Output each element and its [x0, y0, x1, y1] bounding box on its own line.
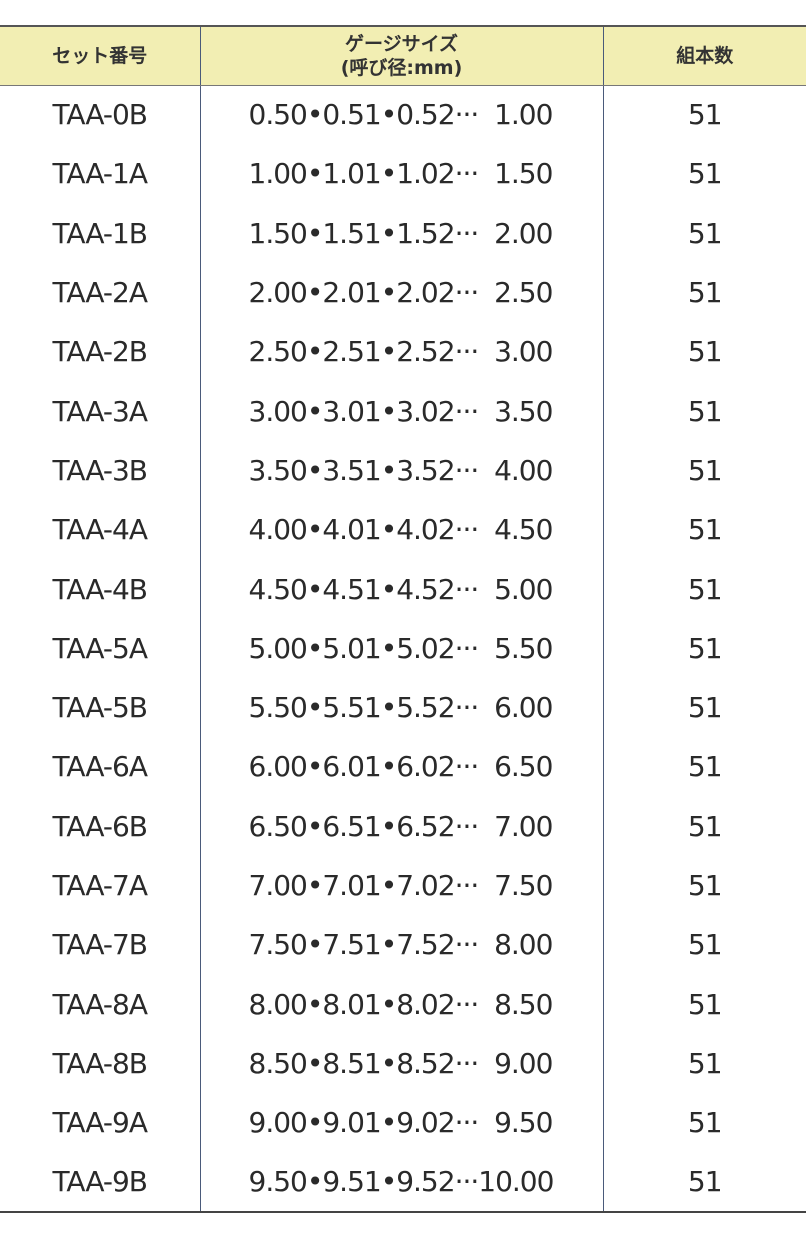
table-row: TAA-3B 3.50•3.51•3.52··· 4.00 51: [0, 440, 806, 501]
gauge-size-cell: 7.50•7.51•7.52··· 8.00: [199, 915, 603, 975]
count-cell: 51: [602, 85, 806, 145]
set-number-cell: TAA-5B: [52, 691, 148, 725]
gauge-size-cell: 3.50•3.51•3.52··· 4.00: [199, 440, 603, 501]
header-set-number: セット番号: [0, 25, 200, 86]
set-number-cell: TAA-7B: [52, 928, 148, 962]
header-gauge-size: ゲージサイズ (呼び径:mm): [199, 25, 603, 86]
count-cell: 51: [602, 677, 806, 738]
count-cell: 51: [602, 440, 806, 501]
set-number-cell: TAA-6A: [52, 750, 148, 784]
table-row: TAA-0B 0.50•0.51•0.52··· 1.00 51: [0, 85, 806, 145]
count-cell: 51: [602, 1093, 806, 1153]
set-number-cell: TAA-3A: [52, 394, 148, 428]
count-cell: 51: [602, 1033, 806, 1094]
table-row: TAA-1B 1.50•1.51•1.52··· 2.00 51: [0, 203, 806, 263]
table-row: TAA-7A 7.00•7.01•7.02··· 7.50 51: [0, 855, 806, 916]
set-number-cell: TAA-3B: [52, 453, 148, 487]
count-cell: 51: [602, 855, 806, 916]
table-row: TAA-3A 3.00•3.01•3.02··· 3.50 51: [0, 381, 806, 441]
gauge-size-cell: 1.50•1.51•1.52··· 2.00: [199, 203, 603, 263]
table-row: TAA-5B 5.50•5.51•5.52··· 6.00 51: [0, 677, 806, 738]
gauge-size-cell: 4.50•4.51•4.52··· 5.00: [199, 559, 603, 619]
gauge-size-cell: 6.50•6.51•6.52··· 7.00: [199, 796, 603, 856]
gauge-size-cell: 1.00•1.01•1.02··· 1.50: [199, 144, 603, 204]
gauge-size-cell: 4.00•4.01•4.02··· 4.50: [199, 500, 603, 560]
table-header-row: セット番号 ゲージサイズ (呼び径:mm) 組本数: [0, 25, 806, 86]
set-number-cell: TAA-1B: [52, 216, 148, 250]
table-row: TAA-9A 9.00•9.01•9.02··· 9.50 51: [0, 1093, 806, 1153]
count-cell: 51: [602, 618, 806, 678]
table-row: TAA-1A 1.00•1.01•1.02··· 1.50 51: [0, 144, 806, 204]
set-number-cell: TAA-1A: [52, 157, 148, 191]
header-gauge-size-line1: ゲージサイズ: [344, 32, 459, 55]
table-row: TAA-7B 7.50•7.51•7.52··· 8.00 51: [0, 915, 806, 975]
table-row: TAA-2B 2.50•2.51•2.52··· 3.00 51: [0, 322, 806, 382]
gauge-size-cell: 8.00•8.01•8.02··· 8.50: [199, 974, 603, 1034]
count-cell: 51: [602, 974, 806, 1034]
count-cell: 51: [602, 262, 806, 323]
table-row: TAA-2A 2.00•2.01•2.02··· 2.50 51: [0, 262, 806, 323]
gauge-size-cell: 2.50•2.51•2.52··· 3.00: [199, 322, 603, 382]
count-cell: 51: [602, 737, 806, 797]
set-number-cell: TAA-9B: [0, 1152, 200, 1213]
set-number-cell: TAA-0B: [52, 98, 148, 132]
header-gauge-size-line2: (呼び径:mm): [340, 56, 463, 79]
set-number-cell: TAA-4A: [52, 513, 148, 547]
gauge-size-cell: 9.50•9.51•9.52···10.00: [199, 1152, 603, 1213]
gauge-size-cell: 2.00•2.01•2.02··· 2.50: [199, 262, 603, 323]
gauge-set-table: セット番号 ゲージサイズ (呼び径:mm) 組本数 TAA-0B 0.50•0.5…: [0, 25, 806, 1213]
table-row: TAA-8B 8.50•8.51•8.52··· 9.00 51: [0, 1033, 806, 1094]
count-cell: 51: [602, 144, 806, 204]
table-row: TAA-6A 6.00•6.01•6.02··· 6.50 51: [0, 737, 806, 797]
table-row: TAA-5A 5.00•5.01•5.02··· 5.50 51: [0, 618, 806, 678]
gauge-size-cell: 9.00•9.01•9.02··· 9.50: [199, 1093, 603, 1153]
count-cell: 51: [602, 203, 806, 263]
table-body: TAA-0B 0.50•0.51•0.52··· 1.00 51 TAA-1A 1.00…: [0, 85, 806, 1213]
table-row: TAA-9B 9.50•9.51•9.52···10.00 51: [0, 1152, 806, 1213]
gauge-size-cell: 5.50•5.51•5.52··· 6.00: [199, 677, 603, 738]
table-row: TAA-4A 4.00•4.01•4.02··· 4.50 51: [0, 500, 806, 560]
gauge-size-cell: 5.00•5.01•5.02··· 5.50: [199, 618, 603, 678]
table-row: TAA-4B 4.50•4.51•4.52··· 5.00 51: [0, 559, 806, 619]
set-number-cell: TAA-2B: [52, 335, 148, 369]
header-count: 組本数: [602, 25, 806, 86]
count-cell: 51: [602, 322, 806, 382]
set-number-cell: TAA-9A: [52, 1106, 148, 1140]
gauge-size-cell: 0.50•0.51•0.52··· 1.00: [199, 85, 603, 145]
table-row: TAA-6B 6.50•6.51•6.52··· 7.00 51: [0, 796, 806, 856]
set-number-cell: TAA-8B: [52, 1046, 148, 1080]
count-cell: 51: [602, 381, 806, 441]
gauge-size-cell: 7.00•7.01•7.02··· 7.50: [199, 855, 603, 916]
set-number-cell: TAA-4B: [52, 572, 148, 606]
gauge-size-cell: 3.00•3.01•3.02··· 3.50: [199, 381, 603, 441]
count-cell: 51: [602, 500, 806, 560]
count-cell: 51: [602, 1152, 806, 1213]
set-number-cell: TAA-5A: [52, 631, 148, 665]
gauge-size-cell: 8.50•8.51•8.52··· 9.00: [199, 1033, 603, 1094]
count-cell: 51: [602, 796, 806, 856]
gauge-size-cell: 6.00•6.01•6.02··· 6.50: [199, 737, 603, 797]
set-number-cell: TAA-7A: [52, 869, 148, 902]
set-number-cell: TAA-8A: [52, 987, 148, 1021]
count-cell: 51: [602, 915, 806, 975]
table-row: TAA-8A 8.00•8.01•8.02··· 8.50 51: [0, 974, 806, 1034]
count-cell: 51: [602, 559, 806, 619]
set-number-cell: TAA-2A: [52, 276, 148, 310]
set-number-cell: TAA-6B: [52, 809, 148, 843]
